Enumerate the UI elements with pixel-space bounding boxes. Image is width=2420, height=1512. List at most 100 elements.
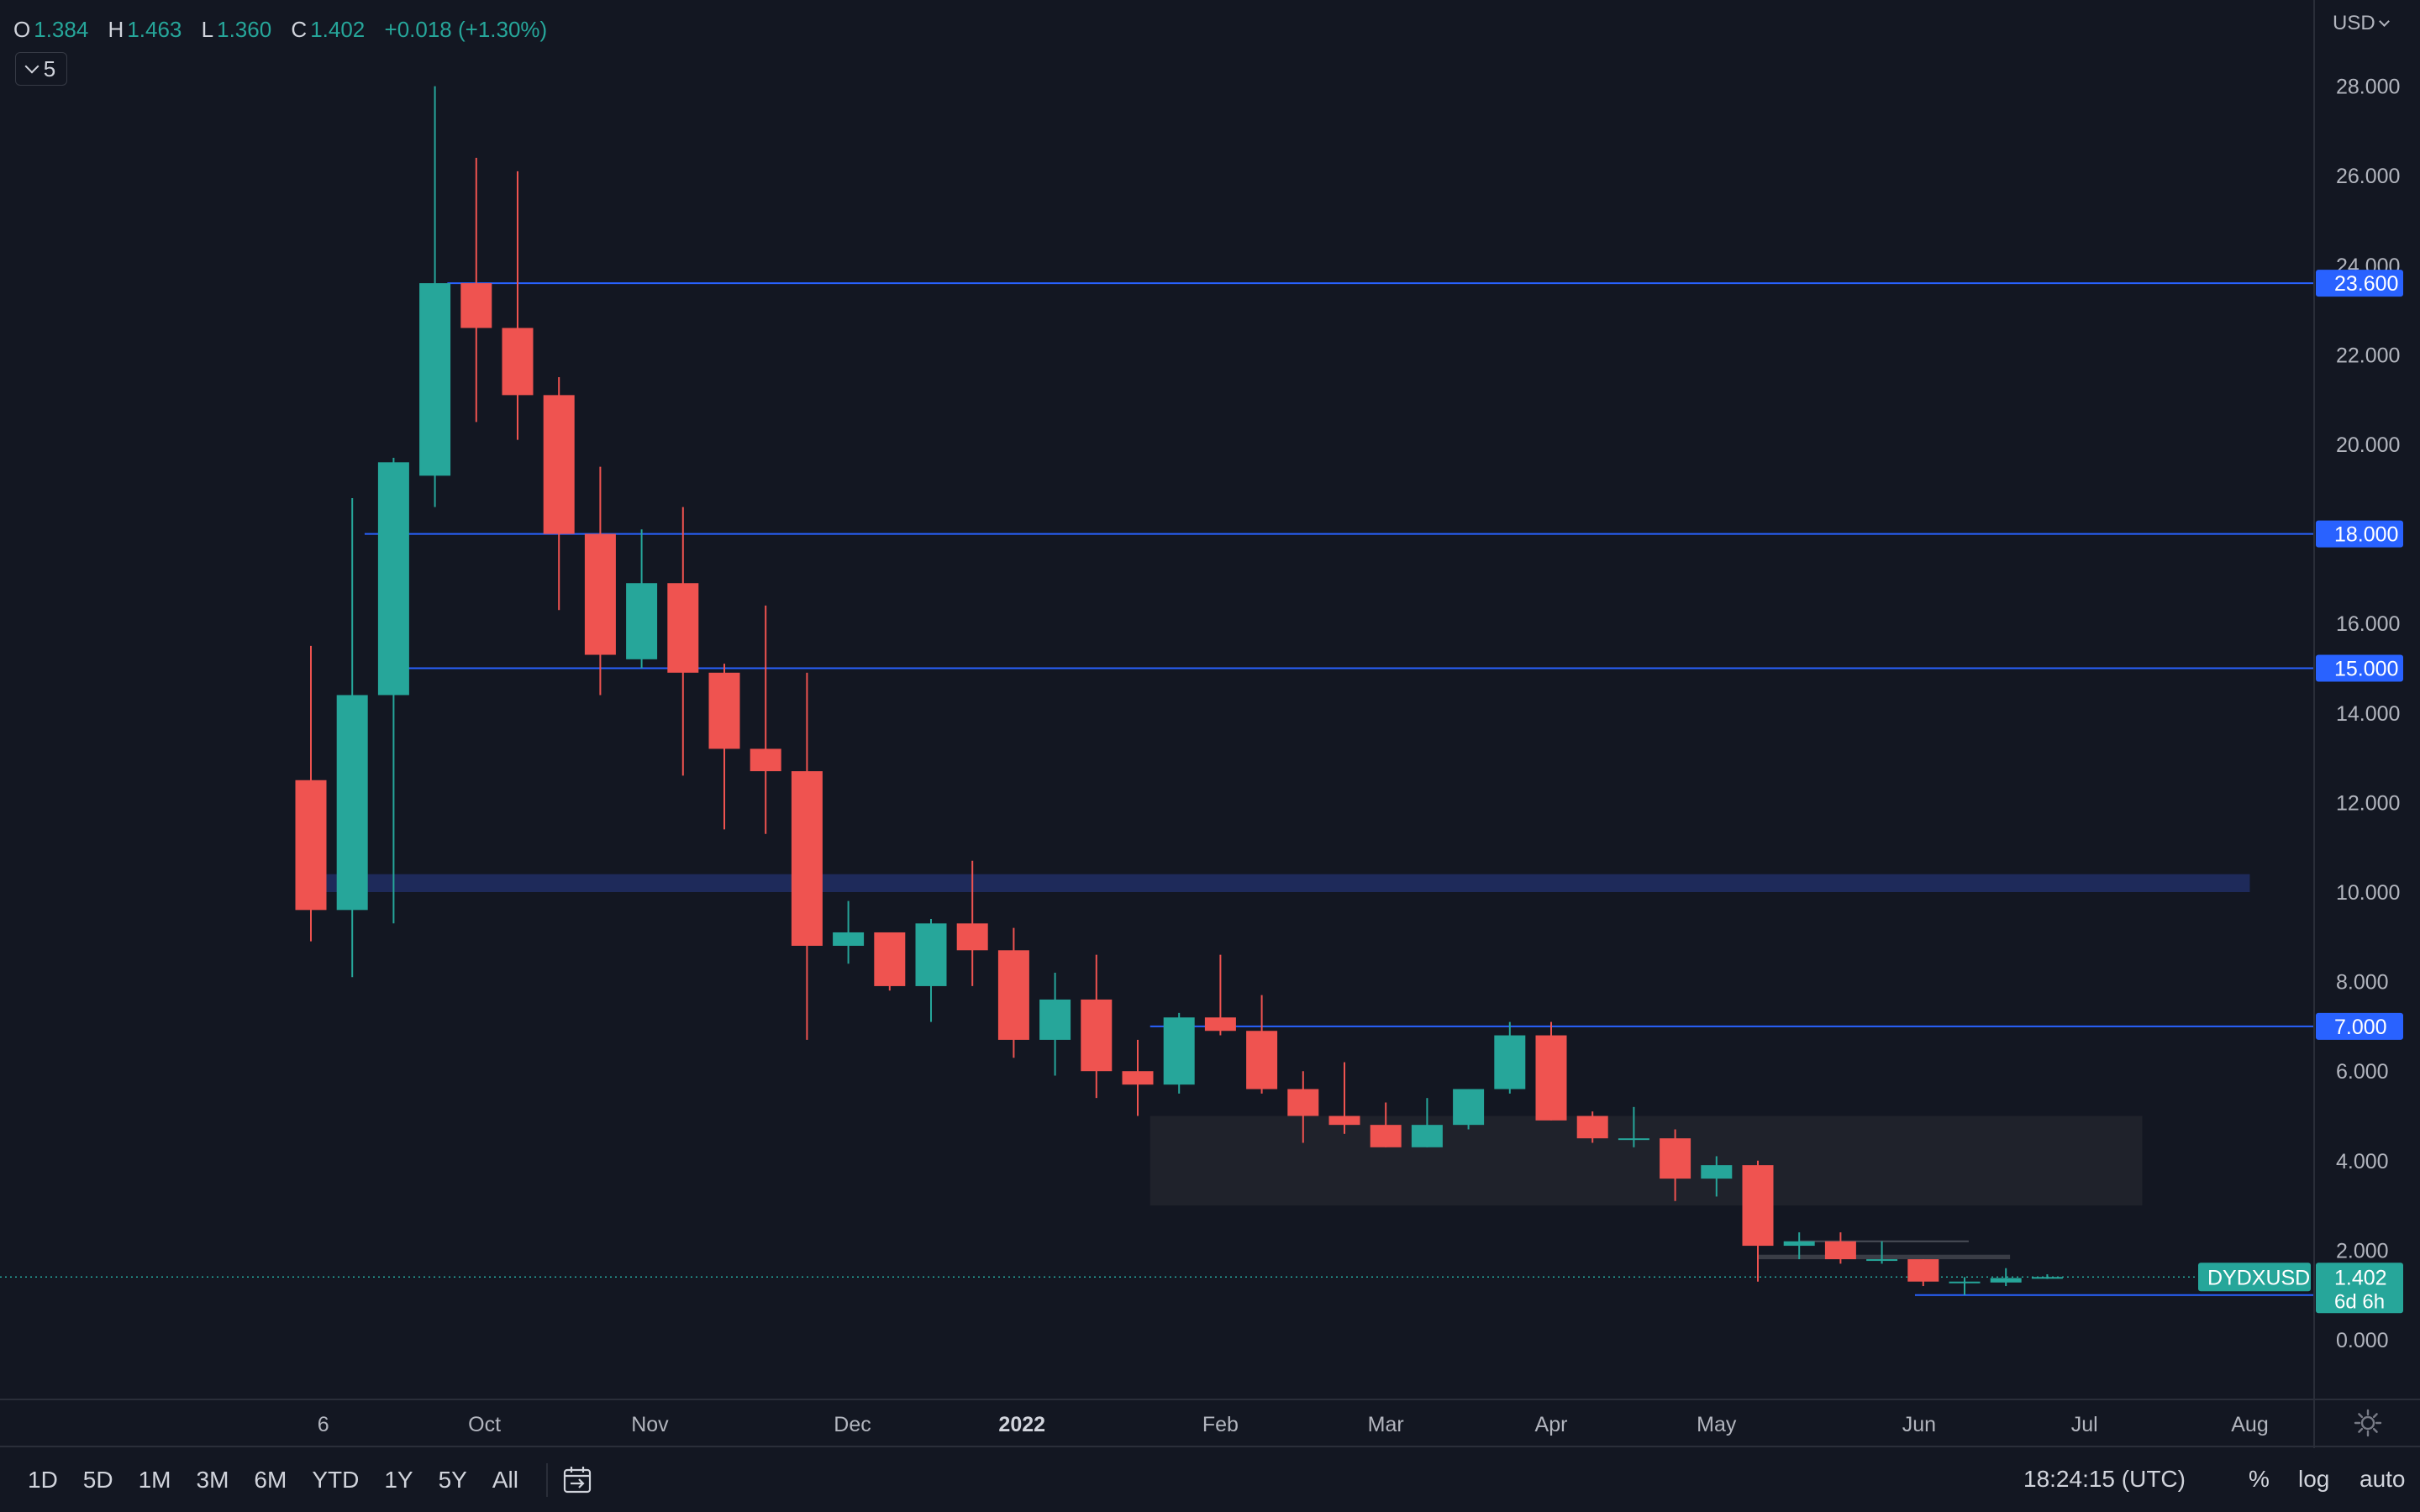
price-chart[interactable]: 0.000 2.000 4.000 6.000 8.000 10.000 12.000 14.… (0, 0, 2420, 1448)
candle-down (1824, 1232, 1856, 1264)
candle-down (1576, 1111, 1608, 1143)
candle-down (1660, 1129, 1691, 1201)
level-price-label: 18.000 (2334, 523, 2398, 547)
time-tick-label: Feb (1202, 1413, 1239, 1436)
candle-body (1990, 1278, 2022, 1283)
chevron-down-icon (2378, 16, 2390, 27)
price-tick-label: 14.000 (2336, 702, 2400, 726)
candle-down (1370, 1102, 1402, 1147)
gray-zone (1150, 1116, 2143, 1206)
close-key: C (291, 17, 308, 42)
candle-up (1618, 1106, 1649, 1147)
bottom-toolbar: 1D 5D 1M 3M 6M YTD 1Y 5Y All (0, 1448, 2420, 1512)
open-key: O (13, 17, 31, 42)
candle-up (1701, 1156, 1733, 1197)
candle-body (1701, 1165, 1733, 1179)
chevron-down-icon (24, 59, 39, 74)
range-6m-button[interactable]: 6M (254, 1467, 287, 1493)
candles-layer (295, 86, 2063, 1295)
candle-body (502, 328, 534, 396)
settings-gear-icon[interactable] (2353, 1408, 2383, 1438)
low-key: L (201, 17, 214, 42)
utc-clock[interactable]: 18:24:15 (UTC) (2023, 1466, 2186, 1492)
candle-body (667, 583, 699, 673)
price-tick-label: 0.000 (2336, 1329, 2389, 1352)
price-tick-label: 28.000 (2336, 76, 2400, 99)
time-tick-label: Apr (1535, 1413, 1568, 1436)
candle-body (419, 283, 451, 476)
candle-body (377, 462, 409, 696)
range-1m-button[interactable]: 1M (138, 1467, 171, 1493)
candle-down (791, 672, 823, 1040)
time-tick-label: Nov (631, 1413, 669, 1436)
candle-body (1949, 1281, 1981, 1284)
candle-down (1742, 1160, 1774, 1282)
level-price-tag (2316, 1012, 2403, 1040)
candle-body (1411, 1125, 1443, 1147)
price-tick-label: 22.000 (2336, 344, 2400, 367)
candle-down (1122, 1039, 1154, 1116)
indicators-collapse-button[interactable]: 5 (15, 52, 67, 86)
price-tick-label: 8.000 (2336, 971, 2389, 995)
candle-body (1742, 1165, 1774, 1247)
level-price-tag (2316, 270, 2403, 297)
candle-up (1453, 1089, 1485, 1130)
candle-down (1907, 1259, 1939, 1287)
range-3m-button[interactable]: 3M (196, 1467, 229, 1493)
candle-up (1039, 972, 1071, 1076)
range-1y-button[interactable]: 1Y (384, 1467, 413, 1493)
candle-up (336, 497, 368, 978)
candle-body (336, 695, 368, 911)
candle-down (956, 860, 988, 986)
candle-body (1453, 1089, 1485, 1126)
candle-down (997, 927, 1029, 1058)
last-price-label: 1.402 (2334, 1266, 2387, 1289)
level-price-label: 15.000 (2334, 658, 2398, 681)
candle-body (833, 932, 865, 946)
candle-down (584, 466, 616, 696)
log-scale-button[interactable]: log (2298, 1466, 2330, 1492)
price-tick-label: 16.000 (2336, 612, 2400, 636)
time-tick-label: Dec (834, 1413, 871, 1436)
candle-up (1866, 1241, 1898, 1264)
symbol-label: DYDXUSD (2207, 1266, 2310, 1289)
range-1d-button[interactable]: 1D (28, 1467, 58, 1493)
candle-body (1824, 1241, 1856, 1260)
indicator-count: 5 (43, 55, 56, 81)
price-tick-label: 6.000 (2336, 1060, 2389, 1084)
candle-body (1576, 1116, 1608, 1139)
time-tick-label: 2022 (998, 1413, 1045, 1436)
levels-layer (0, 282, 2314, 1296)
goto-date-icon[interactable] (563, 1466, 595, 1494)
candle-body (1660, 1138, 1691, 1179)
currency-selector[interactable]: USD (2333, 12, 2390, 35)
range-5y-button[interactable]: 5Y (438, 1467, 467, 1493)
candle-body (1370, 1125, 1402, 1147)
candle-body (1246, 1031, 1278, 1089)
symbol-tag (2198, 1263, 2311, 1292)
candle-down (874, 932, 906, 991)
candle-down (750, 605, 781, 834)
candle-up (833, 900, 865, 964)
last-price-tag (2316, 1263, 2403, 1314)
close-value: 1.402 (310, 17, 366, 42)
candle-body (1039, 999, 1071, 1040)
auto-scale-button[interactable]: auto (2360, 1466, 2406, 1492)
range-all-button[interactable]: All (492, 1467, 518, 1493)
candle-down (708, 664, 740, 830)
open-value: 1.384 (34, 17, 89, 42)
level-price-label: 23.600 (2334, 272, 2398, 296)
time-tick-label: Jul (2071, 1413, 2098, 1436)
time-tick-label: May (1697, 1413, 1737, 1436)
blue-zone (302, 874, 2250, 892)
candle-body (584, 533, 616, 655)
time-tick-label: Mar (1368, 1413, 1404, 1436)
range-5d-button[interactable]: 5D (82, 1467, 113, 1493)
percent-scale-button[interactable]: % (2249, 1466, 2270, 1492)
range-ytd-button[interactable]: YTD (312, 1467, 360, 1493)
candle-body (874, 932, 906, 986)
candle-up (1990, 1268, 2022, 1287)
candle-down (1535, 1021, 1567, 1121)
time-tick-label: 6 (318, 1413, 329, 1436)
price-tick-label: 4.000 (2336, 1150, 2389, 1173)
